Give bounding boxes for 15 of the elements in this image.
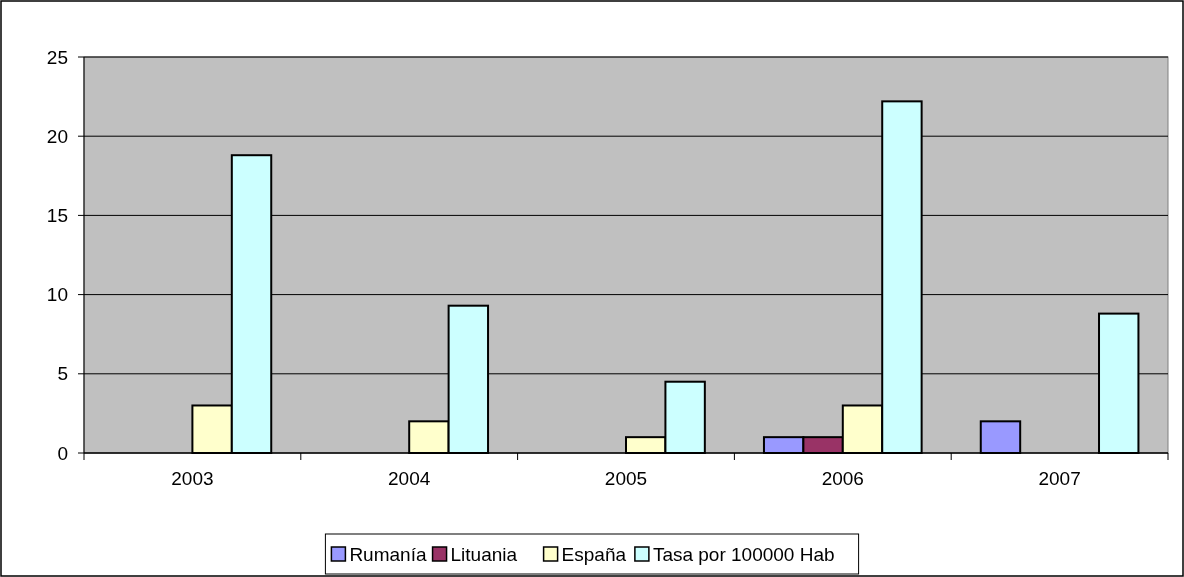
y-tick-label: 0: [57, 442, 68, 464]
y-tick-label: 25: [46, 46, 68, 68]
y-tick-label: 10: [46, 284, 68, 306]
legend-label: Tasa por 100000 Hab: [652, 544, 835, 565]
x-tick-label: 2003: [171, 468, 214, 489]
y-tick-label: 15: [46, 205, 68, 227]
y-tick-label: 20: [46, 125, 68, 147]
legend-label: Rumanía: [349, 544, 427, 565]
legend-label: Lituania: [450, 544, 518, 565]
legend-label: España: [561, 544, 627, 565]
x-tick-label: 2007: [1038, 468, 1081, 489]
x-tick-label: 2005: [604, 468, 648, 489]
x-tick-label: 2004: [388, 468, 431, 489]
x-tick-label: 2006: [821, 468, 864, 489]
y-tick-label: 5: [57, 363, 68, 385]
